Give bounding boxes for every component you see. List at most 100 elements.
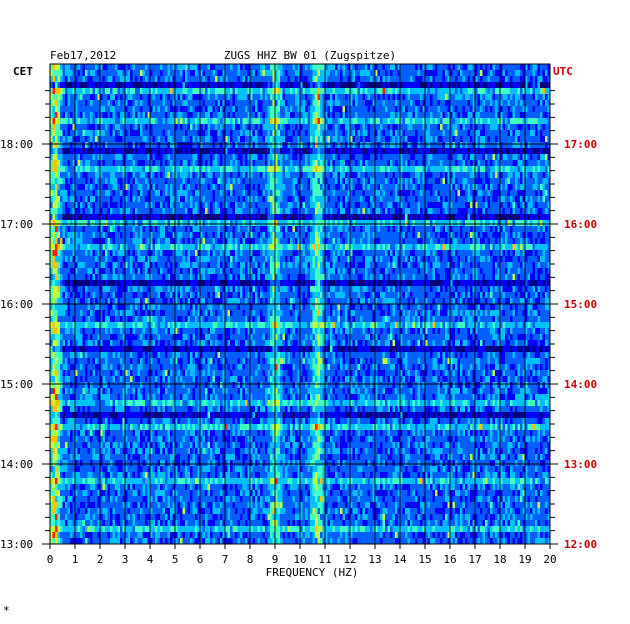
spectrogram-cell	[250, 208, 253, 215]
spectrogram-cell	[280, 190, 283, 197]
spectrogram-cell	[480, 208, 483, 215]
spectrogram-cell	[445, 160, 448, 167]
spectrogram-cell	[140, 112, 143, 119]
spectrogram-cell	[247, 88, 251, 95]
spectrogram-cell	[105, 208, 108, 215]
spectrogram-cell	[500, 160, 503, 167]
spectrogram-cell	[52, 82, 56, 89]
spectrogram-cell	[137, 142, 141, 149]
spectrogram-cell	[227, 196, 231, 203]
spectrogram-cell	[112, 172, 116, 179]
spectrogram-cell	[510, 88, 513, 95]
spectrogram-cell	[77, 82, 81, 89]
spectrogram-cell	[480, 112, 483, 119]
spectrogram-cell	[125, 202, 128, 209]
spectrogram-cell	[190, 70, 193, 77]
spectrogram-cell	[367, 142, 371, 149]
spectrogram-cell	[165, 160, 168, 167]
spectrogram-cell	[180, 130, 183, 137]
spectrogram-cell	[57, 196, 61, 203]
spectrogram-cell	[180, 112, 183, 119]
spectrogram-cell	[340, 202, 343, 209]
spectrogram-cell	[215, 178, 218, 185]
spectrogram-cell	[500, 178, 503, 185]
spectrogram-cell	[452, 196, 456, 203]
spectrogram-cell	[507, 160, 511, 167]
spectrogram-cell	[445, 196, 448, 203]
spectrogram-cell	[97, 100, 101, 107]
spectrogram-cell	[330, 172, 333, 179]
spectrogram-cell	[245, 112, 248, 119]
spectrogram-cell	[185, 184, 188, 191]
spectrogram-cell	[207, 178, 211, 185]
spectrogram-cell	[380, 106, 383, 113]
spectrogram-cell	[150, 76, 153, 83]
spectrogram-cell	[390, 178, 393, 185]
spectrogram-cell	[382, 148, 386, 155]
spectrogram-cell	[362, 160, 366, 167]
spectrogram-cell	[92, 88, 96, 95]
spectrogram-cell	[397, 76, 401, 83]
spectrogram-cell	[460, 88, 463, 95]
spectrogram-cell	[280, 70, 283, 77]
spectrogram-cell	[377, 172, 381, 179]
spectrogram-cell	[407, 178, 411, 185]
spectrogram-cell	[217, 70, 221, 77]
spectrogram-cell	[547, 100, 551, 107]
spectrogram-cell	[417, 130, 421, 137]
spectrogram-cell	[327, 172, 331, 179]
spectrogram-cell	[322, 118, 326, 125]
spectrogram-cell	[55, 154, 58, 161]
spectrogram-cell	[522, 124, 526, 131]
spectrogram-cell	[447, 202, 451, 209]
spectrogram-cell	[495, 124, 498, 131]
spectrogram-cell	[470, 172, 473, 179]
spectrogram-cell	[127, 208, 131, 215]
spectrogram-cell	[100, 118, 103, 125]
spectrogram-cell	[95, 124, 98, 131]
spectrogram-cell	[402, 208, 406, 215]
spectrogram-cell	[182, 124, 186, 131]
spectrogram-cell	[495, 142, 498, 149]
spectrogram-cell	[210, 160, 213, 167]
spectrogram-cell	[487, 124, 491, 131]
spectrogram-cell	[187, 100, 191, 107]
spectrogram-cell	[352, 118, 356, 125]
spectrogram-cell	[147, 100, 151, 107]
spectrogram-cell	[80, 64, 83, 71]
spectrogram-cell	[487, 100, 491, 107]
spectrogram-cell	[367, 100, 371, 107]
spectrogram-cell	[102, 112, 106, 119]
spectrogram-cell	[87, 202, 91, 209]
spectrogram-cell	[370, 76, 373, 83]
spectrogram-cell	[465, 88, 468, 95]
spectrogram-cell	[355, 106, 358, 113]
spectrogram-cell	[497, 112, 501, 119]
spectrogram-cell	[527, 208, 531, 215]
spectrogram-cell	[455, 106, 458, 113]
spectrogram-cell	[460, 94, 463, 101]
spectrogram-cell	[302, 154, 306, 161]
spectrogram-cell	[242, 202, 246, 209]
spectrogram-cell	[100, 184, 103, 191]
spectrogram-cell	[430, 64, 433, 71]
spectrogram-cell	[200, 142, 203, 149]
spectrogram-cell	[115, 124, 118, 131]
spectrogram-cell	[532, 154, 536, 161]
spectrogram-cell	[120, 118, 123, 125]
spectrogram-cell	[217, 148, 221, 155]
spectrogram-cell	[442, 178, 446, 185]
spectrogram-cell	[102, 106, 106, 113]
spectrogram-cell	[92, 166, 96, 173]
spectrogram-cell	[137, 166, 141, 173]
spectrogram-cell	[450, 184, 453, 191]
spectrogram-cell	[515, 148, 518, 155]
spectrogram-cell	[437, 196, 441, 203]
spectrogram-cell	[417, 136, 421, 143]
spectrogram-cell	[497, 154, 501, 161]
spectrogram-cell	[445, 106, 448, 113]
spectrogram-cell	[360, 82, 363, 89]
spectrogram-cell	[242, 82, 246, 89]
spectrogram-cell	[105, 160, 108, 167]
spectrogram-cell	[345, 76, 348, 83]
